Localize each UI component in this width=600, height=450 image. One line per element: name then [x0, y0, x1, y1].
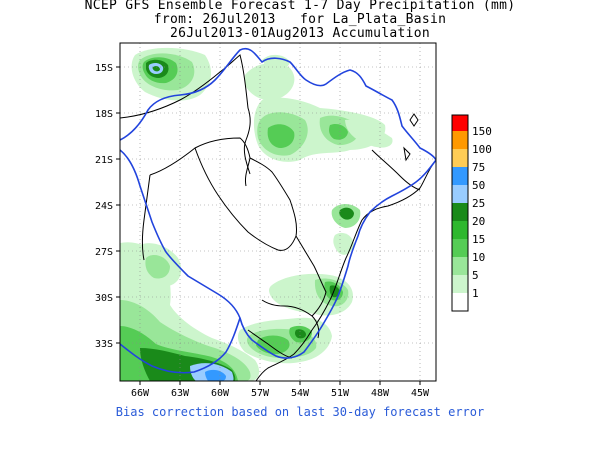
basin-outline — [120, 47, 436, 374]
colorbar-swatch-15 — [452, 221, 468, 239]
colorbar-swatch-25 — [452, 185, 468, 203]
basin-sub-boundary — [120, 317, 241, 374]
precip-area-northwest-core — [152, 65, 160, 72]
colorbar-label: 100 — [472, 143, 492, 156]
coastline — [255, 159, 436, 381]
colorbar-label: 75 — [472, 161, 485, 174]
coast-island-2 — [403, 146, 411, 162]
border-bolivia-paraguay — [149, 137, 251, 187]
border-paraguay — [194, 147, 297, 251]
colorbar-label: 25 — [472, 197, 485, 210]
colorbar-swatch-5 — [452, 257, 468, 275]
x-label: 66W — [131, 388, 150, 399]
colorbar-label: 10 — [472, 251, 485, 264]
colorbar-swatch-100 — [452, 131, 468, 149]
y-label: 27S — [95, 247, 113, 258]
chart-title: NCEP GFS Ensemble Forecast 1-7 Day Preci… — [84, 0, 516, 13]
colorbar-frame — [451, 114, 469, 312]
chart-subtitle-accumulation: 26Jul2013-01Aug2013 Accumulation — [169, 26, 431, 41]
x-label: 51W — [331, 388, 350, 399]
coast-rio-de-la-plata — [247, 329, 293, 359]
colorbar-swatch-50 — [452, 167, 468, 185]
bias-correction-note: Bias correction based on last 30-day for… — [115, 405, 485, 419]
precip-area-east-coast-south — [333, 232, 354, 255]
x-label: 63W — [171, 388, 190, 399]
border-brazil-east — [371, 149, 421, 191]
y-label: 15S — [95, 63, 113, 74]
y-label: 24S — [95, 201, 113, 212]
border-bolivia-brazil — [120, 54, 251, 175]
precip-area-mid-south — [274, 287, 294, 304]
precip-area-ne-coast — [345, 119, 393, 148]
border-argentina-brazil — [295, 235, 327, 317]
precip-area-central-10mm — [267, 124, 295, 148]
colorbar-swatch-20 — [452, 203, 468, 221]
colorbar: 150 100 75 50 25 20 15 10 5 1 — [451, 114, 492, 312]
colorbar-label: 150 — [472, 125, 492, 138]
precip-area-southwest-25mm — [205, 369, 226, 381]
y-label: 18S — [95, 109, 113, 120]
y-axis-labels: 15S 18S 21S 24S 27S 30S 33S — [95, 63, 113, 350]
colorbar-label: 1 — [472, 287, 479, 300]
colorbar-swatch-75 — [452, 149, 468, 167]
x-label: 54W — [291, 388, 310, 399]
precip-area-west-lobe-5mm — [145, 254, 170, 279]
x-label: 57W — [251, 388, 270, 399]
precip-area-central-east-10mm — [329, 123, 348, 140]
country-borders — [120, 54, 436, 381]
colorbar-label: 20 — [472, 215, 485, 228]
precip-area-north-strip — [245, 63, 295, 101]
colorbar-label: 15 — [472, 233, 485, 246]
border-uruguay — [261, 299, 320, 339]
colorbar-swatch-1 — [452, 275, 468, 293]
precip-area-east-coast-15mm — [339, 207, 354, 220]
map-frame — [119, 42, 437, 382]
x-axis-labels: 66W 63W 60W 57W 54W 51W 48W 45W — [131, 388, 430, 399]
axis-ticks — [116, 66, 421, 385]
x-label: 45W — [411, 388, 430, 399]
colorbar-label: 5 — [472, 269, 479, 282]
y-label: 33S — [95, 339, 113, 350]
chart-subtitle-forecast-date: from: 26Jul2013 for La_Plata_Basin — [153, 12, 447, 27]
border-argentina-west — [142, 174, 151, 261]
colorbar-swatch-zero — [452, 293, 468, 311]
colorbar-label: 50 — [472, 179, 485, 192]
la-plata-basin-boundary — [120, 47, 436, 359]
x-label: 48W — [371, 388, 390, 399]
y-label: 21S — [95, 155, 113, 166]
coast-island — [409, 113, 419, 127]
precip-area-uruguay-15mm — [294, 329, 306, 339]
colorbar-swatch-150 — [452, 115, 468, 131]
map-grid — [120, 43, 436, 381]
x-label: 60W — [211, 388, 230, 399]
y-label: 30S — [95, 293, 113, 304]
colorbar-swatch-10 — [452, 239, 468, 257]
